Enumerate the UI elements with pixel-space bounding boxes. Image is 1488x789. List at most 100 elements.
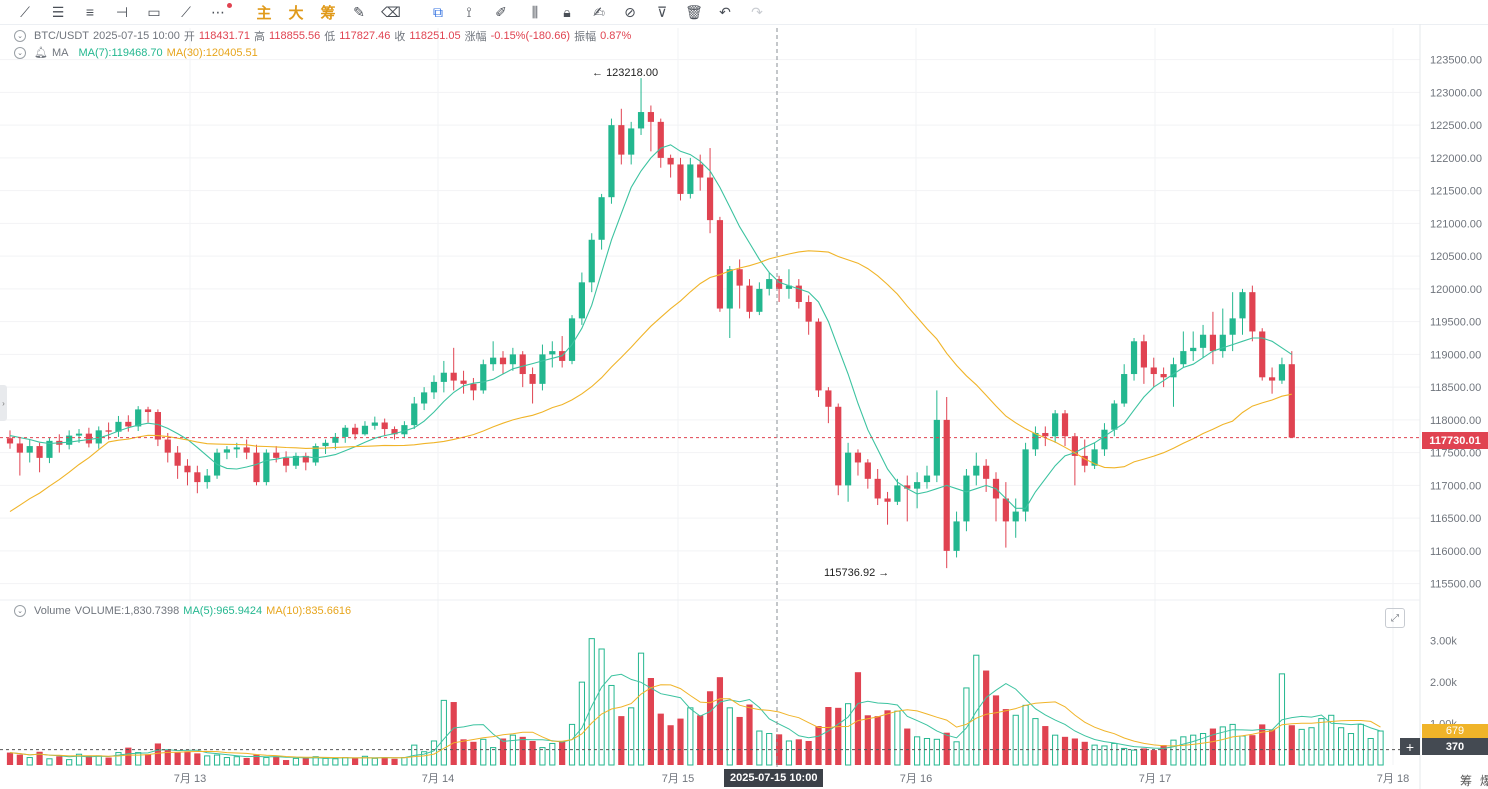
volume-bar bbox=[697, 715, 704, 765]
candle-body bbox=[411, 403, 418, 426]
collapse-sidebar-handle[interactable]: › bbox=[0, 385, 7, 421]
more-icon[interactable]: ⋯ bbox=[211, 3, 225, 20]
magnet-icon[interactable]: ⊘ bbox=[624, 3, 636, 20]
volume-bar bbox=[36, 751, 43, 765]
volume-bar bbox=[371, 757, 378, 766]
candle-body bbox=[135, 409, 142, 427]
rectangle-icon[interactable]: ▭ bbox=[147, 3, 161, 20]
time-tick-label: 7月 18 bbox=[1377, 773, 1409, 785]
candle-body bbox=[1012, 511, 1019, 522]
candles-icon[interactable]: ⫼ bbox=[531, 3, 539, 20]
chip-button[interactable]: 筹 bbox=[320, 4, 336, 22]
volume-bar bbox=[953, 741, 960, 766]
filter-icon[interactable]: ⊽ bbox=[656, 3, 668, 20]
volume-bar bbox=[598, 648, 605, 766]
candle-body bbox=[1239, 292, 1246, 319]
volume-bar bbox=[85, 755, 92, 765]
volume-bar bbox=[499, 738, 507, 765]
amplitude-label: 振幅 bbox=[574, 31, 597, 43]
candle-body bbox=[815, 321, 822, 391]
corner-label-liquidation[interactable]: 爆 bbox=[1480, 774, 1488, 788]
volume-bar bbox=[628, 707, 635, 766]
horizontal-ray-icon[interactable]: ⊣ bbox=[115, 3, 129, 20]
volume-bar bbox=[805, 740, 812, 765]
volume-tick-label: 3.00k bbox=[1430, 636, 1457, 648]
crosshair-date-value: 2025-07-15 10:00 bbox=[730, 772, 818, 784]
trash-icon[interactable]: 🗑︎ bbox=[685, 3, 703, 20]
parallel-channel-icon[interactable]: ≡ bbox=[85, 4, 95, 20]
volume-bar bbox=[1338, 727, 1345, 766]
volume-bar bbox=[864, 715, 871, 765]
candle-body bbox=[568, 318, 576, 361]
candle-body bbox=[677, 164, 684, 194]
volume-bar bbox=[1140, 748, 1147, 765]
volume-bar bbox=[361, 755, 369, 766]
price-tick-label: 119000.00 bbox=[1430, 349, 1481, 361]
candle-body bbox=[125, 421, 132, 427]
change-label: 涨幅 bbox=[464, 31, 487, 43]
add-indicator-button[interactable]: + bbox=[1400, 738, 1420, 755]
candle-body bbox=[85, 433, 92, 444]
candle-body bbox=[1071, 436, 1078, 456]
collapse-icon[interactable]: ⌄ bbox=[14, 605, 26, 617]
candle-body bbox=[1180, 351, 1187, 365]
main-force-button[interactable]: 主 bbox=[256, 4, 272, 22]
erase-draw-icon[interactable]: ⌫ bbox=[381, 3, 401, 20]
notification-dot bbox=[227, 3, 232, 8]
volume-bar bbox=[539, 747, 546, 766]
open-label: 开 bbox=[183, 31, 195, 43]
horizontal-lines-icon[interactable]: ☰ bbox=[51, 3, 65, 20]
candle-body bbox=[805, 301, 812, 322]
time-tick-label: 7月 15 bbox=[662, 773, 694, 785]
volume-bar bbox=[1081, 741, 1088, 765]
undo-icon[interactable]: ↶ bbox=[719, 3, 731, 20]
collapse-icon[interactable]: ⌄ bbox=[14, 46, 26, 59]
volume-bar bbox=[26, 757, 33, 766]
fullscreen-icon[interactable]: ⤢ bbox=[1385, 608, 1405, 628]
volume-bar bbox=[352, 757, 359, 765]
redo-icon[interactable]: ↷ bbox=[751, 3, 763, 20]
big-order-button[interactable]: 大 bbox=[288, 4, 304, 22]
price-tick-label: 119500.00 bbox=[1430, 317, 1481, 329]
time-tick-label: 7月 17 bbox=[1139, 773, 1171, 785]
brush-icon[interactable]: ⟋ bbox=[181, 3, 191, 20]
corner-label-chip[interactable]: 筹 bbox=[1460, 774, 1473, 788]
pen-icon[interactable]: ✐ bbox=[495, 3, 507, 20]
volume-bar bbox=[421, 751, 428, 766]
candle-body bbox=[371, 422, 378, 426]
candle-body bbox=[1101, 429, 1108, 450]
volume-bar bbox=[845, 703, 852, 766]
volume-bar bbox=[746, 704, 753, 765]
collapse-icon[interactable]: ⌄ bbox=[14, 30, 26, 42]
price-tick-label: 120000.00 bbox=[1430, 284, 1482, 296]
note-icon[interactable]: ✍ bbox=[593, 3, 605, 20]
volume-bar bbox=[1022, 704, 1029, 766]
drawing-toolbar: ⟋ ☰ ≡ ⊣ ▭ ⟋ ⋯ 主大筹 ✎ ⌫ ⧉ ⟟ ✐ ⫼ 🔒︎ ✍ ⊘ ⊽ 🗑︎ ↶ ↷ bbox=[0, 0, 1488, 25]
volume-bar bbox=[1130, 749, 1138, 766]
price-tick-label: 116500.00 bbox=[1430, 513, 1481, 525]
candle-body bbox=[795, 285, 802, 302]
candle-body bbox=[963, 475, 970, 522]
lock-icon[interactable]: 🔒︎ bbox=[563, 3, 571, 20]
volume-bar bbox=[292, 757, 300, 766]
candle-body bbox=[1111, 403, 1118, 430]
trend-line-icon[interactable]: ⟋ bbox=[20, 3, 30, 20]
ruler-icon[interactable]: ⟟ bbox=[466, 3, 472, 20]
candle-body bbox=[716, 220, 724, 309]
select-icon[interactable]: ⧉ bbox=[433, 3, 443, 20]
volume-bar bbox=[756, 730, 763, 766]
edit-icon[interactable]: ✎ bbox=[353, 3, 365, 20]
candle-body bbox=[1032, 432, 1039, 450]
candle-body bbox=[1061, 413, 1069, 437]
candle-body bbox=[835, 406, 842, 486]
volume-bar bbox=[440, 699, 447, 766]
alert-bell-icon[interactable]: 🔔︎ bbox=[34, 47, 48, 59]
candle-body bbox=[1259, 331, 1266, 378]
volume-bar bbox=[125, 747, 132, 765]
volume-bar bbox=[164, 750, 171, 765]
volume-bar bbox=[568, 723, 576, 766]
candle-body bbox=[342, 427, 349, 437]
candle-body bbox=[1091, 449, 1098, 466]
candle-body bbox=[144, 409, 152, 413]
